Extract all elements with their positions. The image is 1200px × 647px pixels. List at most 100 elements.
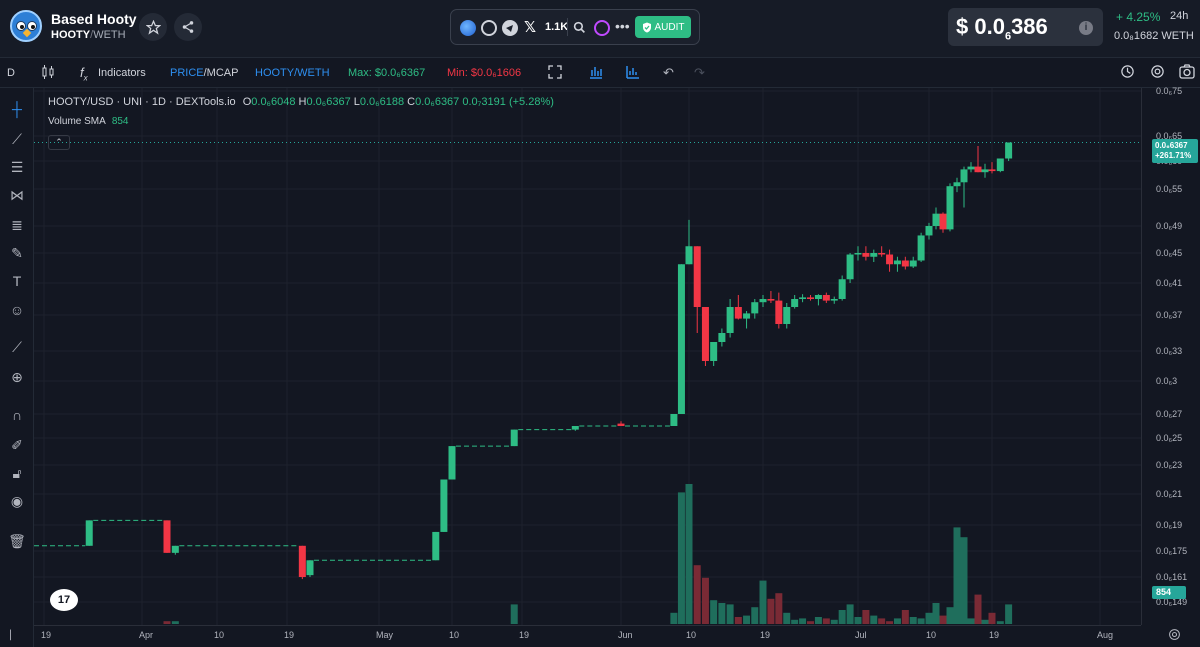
volume-bar bbox=[932, 603, 940, 624]
candle-body bbox=[925, 226, 933, 236]
indicators-button[interactable]: Indicators bbox=[98, 67, 146, 79]
horizontal-lines-icon[interactable]: ☰ bbox=[10, 159, 24, 175]
x-tick-label: Aug bbox=[1097, 630, 1114, 640]
y-tick-label: 0.0₆37 bbox=[1156, 310, 1183, 320]
volume-bar bbox=[693, 565, 701, 624]
crosshair-icon[interactable]: ┼ bbox=[12, 101, 22, 117]
pair-toggle[interactable]: HOOTY/WETH bbox=[255, 67, 330, 79]
volume-bar bbox=[163, 621, 171, 624]
candle-body bbox=[571, 426, 579, 430]
zoom-in-icon[interactable]: ⊕ bbox=[11, 369, 23, 385]
lock-drawing-icon[interactable]: ✐ bbox=[11, 437, 23, 453]
volume-bar bbox=[775, 593, 783, 624]
chain-icon[interactable] bbox=[460, 20, 476, 36]
timezone-clock-icon[interactable] bbox=[1120, 64, 1135, 82]
candle-body bbox=[163, 520, 171, 553]
redo-icon[interactable]: ↷ bbox=[694, 65, 705, 80]
share-icon bbox=[182, 21, 194, 33]
candle-body bbox=[743, 313, 751, 319]
axis-settings-icon[interactable] bbox=[1168, 628, 1181, 646]
camera-icon[interactable] bbox=[1179, 64, 1195, 82]
more-dots-icon[interactable]: ••• bbox=[615, 18, 630, 34]
candlestick-chart[interactable] bbox=[34, 88, 1141, 625]
candle-body bbox=[440, 479, 448, 532]
candle-body bbox=[751, 302, 759, 314]
candle-body bbox=[726, 307, 734, 333]
x-tick-label: 10 bbox=[449, 630, 460, 640]
fullscreen-icon[interactable] bbox=[548, 65, 562, 82]
candle-body bbox=[996, 158, 1004, 172]
chart-style-icon[interactable] bbox=[589, 65, 603, 82]
followers-count: 1.1K bbox=[545, 21, 569, 33]
candle-type-icon[interactable] bbox=[42, 65, 54, 82]
settings-gear-icon[interactable] bbox=[1150, 64, 1165, 82]
time-axis[interactable]: ▕ 19 Apr 10 19 May 10 19 Jun 10 19 Jul 10 19 Aug bbox=[4, 625, 1141, 647]
interval-selector[interactable]: D bbox=[7, 67, 15, 79]
volume-bar bbox=[1005, 604, 1013, 624]
telegram-icon[interactable] bbox=[502, 20, 518, 36]
candle-body bbox=[932, 213, 940, 226]
y-tick-label: 0.0₆33 bbox=[1156, 346, 1183, 356]
x-tick-label: May bbox=[376, 630, 394, 640]
share-button[interactable] bbox=[174, 13, 202, 41]
volume-bar bbox=[743, 615, 751, 624]
search-icon[interactable] bbox=[573, 21, 586, 34]
scroll-left-icon[interactable]: ▕ bbox=[4, 630, 11, 640]
collapse-legend-button[interactable]: ⌃ bbox=[48, 135, 70, 150]
volume-bar bbox=[953, 527, 961, 624]
price-mcap-toggle[interactable]: PRICE/MCAP bbox=[170, 67, 239, 79]
candle-body bbox=[306, 560, 314, 576]
pitchfork-icon[interactable]: ⋈ bbox=[10, 187, 24, 203]
audit-button[interactable]: AUDIT bbox=[635, 16, 691, 38]
magnet-icon[interactable]: ∩ bbox=[11, 407, 23, 423]
price-display: $ 0.06386 i bbox=[948, 8, 1103, 46]
volume-bar bbox=[822, 618, 830, 624]
candle-body bbox=[981, 169, 989, 173]
volume-bar bbox=[814, 617, 822, 624]
price-axis[interactable]: 0.0₆750.0₆650.0₆600.0₆550.0₆490.0₆450.0₆… bbox=[1141, 86, 1200, 625]
volume-bar bbox=[901, 610, 909, 624]
trash-icon[interactable]: 🗑︎ bbox=[8, 533, 26, 549]
volume-bar bbox=[759, 580, 767, 624]
volume-bar bbox=[846, 604, 854, 624]
text-tool-icon[interactable]: T bbox=[12, 273, 22, 289]
indicator-chart-icon[interactable] bbox=[626, 65, 640, 82]
volume-bar bbox=[677, 492, 685, 624]
emoji-icon[interactable]: ☺ bbox=[9, 302, 25, 318]
volume-bar bbox=[685, 484, 693, 624]
brush-icon[interactable]: ✎ bbox=[11, 245, 23, 261]
y-tick-label: 0.0₆41 bbox=[1156, 278, 1183, 288]
candle-body bbox=[854, 253, 862, 255]
ohlc-legend: HOOTY/USD · UNI · 1D · DEXTools.io O0.0₆… bbox=[48, 96, 554, 108]
info-icon[interactable]: i bbox=[1079, 21, 1093, 35]
candle-body bbox=[886, 254, 894, 265]
tradingview-logo[interactable]: 17 bbox=[50, 589, 78, 611]
favorite-star-button[interactable] bbox=[139, 13, 167, 41]
eye-icon[interactable]: ◉ bbox=[10, 493, 24, 509]
volume-legend: Volume SMA 854 bbox=[48, 116, 129, 127]
volume-bar bbox=[718, 603, 726, 624]
volume-bar bbox=[878, 618, 886, 624]
candle-body bbox=[901, 260, 909, 267]
volume-bar bbox=[670, 612, 678, 624]
trend-line-icon[interactable]: ⟋ bbox=[12, 131, 22, 147]
website-globe-icon[interactable] bbox=[481, 20, 497, 36]
ruler-icon[interactable]: ⟋ bbox=[12, 339, 22, 355]
candle-body bbox=[677, 264, 685, 414]
fib-retracement-icon[interactable]: ≣ bbox=[11, 217, 23, 233]
x-tick-label: 10 bbox=[214, 630, 225, 640]
x-twitter-icon[interactable]: 𝕏 bbox=[524, 19, 537, 36]
candle-body bbox=[909, 260, 917, 267]
undo-icon[interactable]: ↶ bbox=[663, 65, 674, 80]
max-price: Max: $0.0₆6367 bbox=[348, 67, 426, 79]
candle-body bbox=[510, 429, 518, 447]
volume-sma-value: 854 bbox=[111, 116, 129, 127]
dextscore-icon[interactable] bbox=[594, 20, 610, 36]
candle-body bbox=[799, 297, 807, 299]
volume-bar bbox=[830, 619, 838, 624]
candle-body bbox=[838, 279, 846, 299]
candle-body bbox=[670, 414, 678, 426]
volume-bar bbox=[909, 617, 917, 624]
lock-icon[interactable]: 🔓︎ bbox=[12, 465, 22, 481]
price-change-24h: + 4.25% bbox=[1116, 10, 1161, 24]
